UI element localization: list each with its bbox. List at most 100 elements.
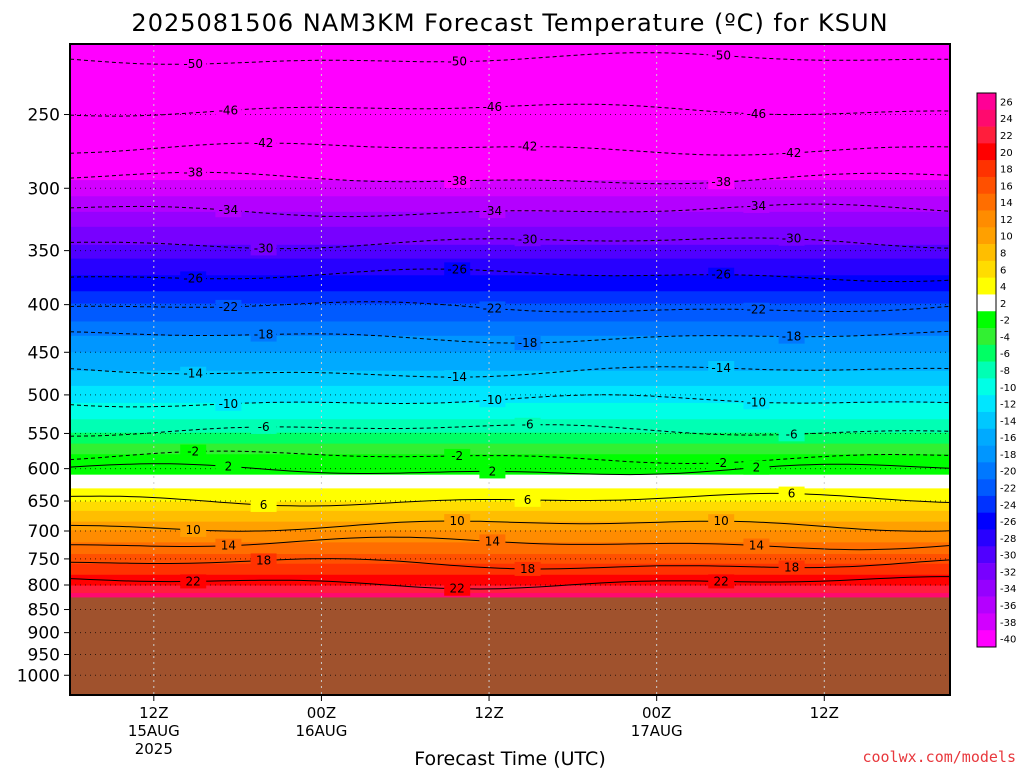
temperature-band — [70, 332, 950, 337]
colorbar-swatch — [977, 244, 996, 262]
colorbar-label: -16 — [1000, 433, 1016, 444]
temperature-band — [70, 571, 950, 574]
temperature-band — [70, 49, 950, 56]
colorbar-swatch — [977, 563, 996, 581]
isotherm-label-bg — [444, 581, 471, 596]
isotherm-label-bg — [444, 370, 471, 385]
colorbar-swatch — [977, 143, 996, 161]
temperature-band — [70, 533, 950, 537]
temperature-band — [70, 400, 950, 404]
isotherm-label: -34 — [747, 199, 767, 213]
isotherm-label-bg — [514, 232, 541, 247]
temperature-band — [70, 535, 950, 538]
temperature-band — [70, 488, 950, 491]
y-tick-label: 650 — [28, 492, 60, 512]
y-tick-label: 1000 — [17, 666, 60, 686]
isotherm-label-bg — [743, 460, 770, 475]
colorbar-swatch — [977, 361, 996, 379]
temperature-band — [70, 456, 950, 460]
isotherm-label-bg — [250, 241, 277, 256]
isotherm-label: 10 — [186, 523, 201, 537]
temperature-band — [70, 341, 950, 345]
temperature-band — [70, 272, 950, 276]
isotherm-label: -18 — [254, 328, 274, 342]
temperature-band — [70, 335, 950, 340]
colorbar-legend: 26 24 22 20 18 16 14 12 10 8 6 4 2 -2 -4 -6 -8 -10 -12 -14 -… — [976, 92, 1016, 648]
isotherm-line — [69, 520, 951, 532]
colorbar-swatch — [977, 294, 996, 312]
isotherm-label-bg — [180, 522, 207, 537]
temperature-band — [70, 532, 950, 535]
credit-text[interactable]: coolwx.com/models — [862, 748, 1016, 766]
temperature-band — [70, 507, 950, 510]
colorbar-label: 10 — [1000, 232, 1013, 243]
x-axis-title: Forecast Time (UTC) — [414, 748, 605, 768]
y-tick-label: 250 — [28, 106, 60, 126]
colorbar-label: -26 — [1000, 517, 1016, 528]
temperature-band — [70, 288, 950, 292]
temperature-band — [70, 352, 950, 356]
temperature-band — [70, 338, 950, 342]
temperature-band — [70, 268, 950, 273]
temperature-band — [70, 525, 950, 528]
y-tick-label: 400 — [28, 296, 60, 316]
temperature-band — [70, 437, 950, 440]
isotherm-label-bg — [444, 514, 471, 529]
colorbar-label: 16 — [1000, 181, 1013, 192]
colorbar-swatch — [977, 344, 996, 362]
isotherm-label-bg — [743, 395, 770, 410]
temperature-band — [70, 44, 950, 51]
isotherm-label: -22 — [483, 301, 503, 315]
isotherm-label: 18 — [784, 561, 799, 575]
x-tick-label: 17AUG — [631, 722, 683, 740]
temperature-band — [70, 315, 950, 320]
colorbar-label: -34 — [1000, 584, 1016, 595]
isotherm-label: 2 — [225, 459, 233, 473]
temperature-band — [70, 349, 950, 353]
temperature-band — [70, 580, 950, 584]
isotherm-label: -50 — [183, 57, 203, 71]
temperature-band — [70, 103, 950, 109]
temperature-band — [70, 309, 950, 314]
isotherm-label-bg — [444, 262, 471, 277]
temperature-band — [70, 167, 950, 173]
temperature-band — [70, 496, 950, 499]
isotherm-label: 10 — [714, 514, 729, 528]
temperature-band — [70, 588, 950, 591]
temperature-band — [70, 591, 950, 594]
isotherm-label: -46 — [747, 107, 767, 121]
temperature-band — [70, 354, 950, 359]
temperature-band — [70, 184, 950, 189]
temperature-band — [70, 566, 950, 570]
colorbar-label: -12 — [1000, 400, 1016, 411]
temperature-band — [70, 486, 950, 489]
isotherm-label: -14 — [447, 370, 467, 384]
temperature-band — [70, 595, 950, 599]
isotherm-label-bg — [215, 396, 242, 411]
colorbar-swatch — [977, 512, 996, 530]
temperature-band — [70, 131, 950, 138]
temperature-band — [70, 554, 950, 557]
temperature-band — [70, 523, 950, 526]
isotherm-label-bg — [514, 139, 541, 154]
temperature-band — [70, 66, 950, 73]
temperature-band — [70, 200, 950, 205]
colorbar-swatch — [977, 479, 996, 497]
isotherm-label-bg — [215, 299, 242, 314]
temperature-band — [70, 297, 950, 302]
isotherm-label-bg — [479, 464, 506, 479]
chart-title: 2025081506 NAM3KM Forecast Temperature (… — [131, 9, 888, 37]
temperature-band — [70, 262, 950, 266]
temperature-band — [70, 306, 950, 311]
temperature-band — [70, 426, 950, 429]
isotherm-label-bg — [778, 329, 805, 344]
temperature-band — [70, 112, 950, 119]
colorbar-swatch — [977, 613, 996, 631]
colorbar-swatch — [977, 378, 996, 396]
x-tick-label: 12Z — [139, 704, 168, 722]
colorbar-swatch — [977, 210, 996, 228]
isotherm-label: 18 — [520, 562, 535, 576]
isotherm-label: 22 — [450, 582, 465, 596]
temperature-band — [70, 330, 950, 334]
temperature-band — [70, 590, 950, 593]
